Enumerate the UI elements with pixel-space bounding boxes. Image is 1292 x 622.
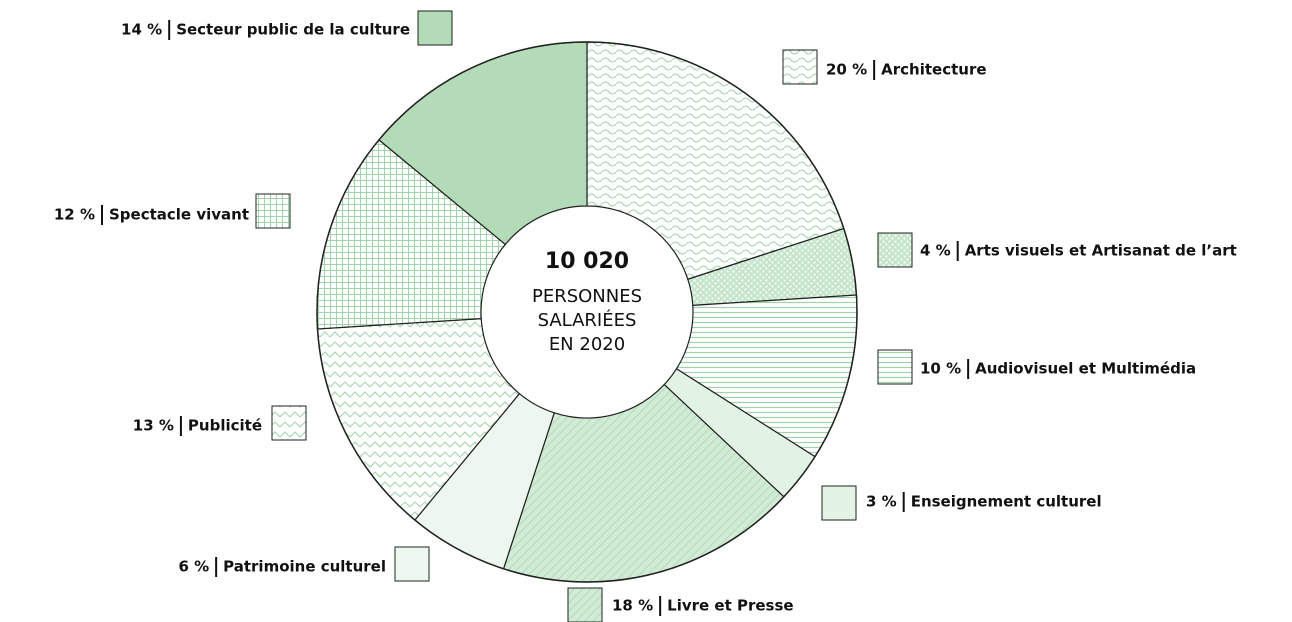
legend-swatch (877, 232, 913, 268)
value-label: 10 % (920, 360, 961, 378)
category-label: Spectacle vivant (109, 206, 249, 224)
value-label: 13 % (133, 417, 174, 435)
category-label: Architecture (881, 61, 986, 79)
value-label: 14 % (121, 21, 162, 39)
legend-swatch (255, 193, 291, 229)
value-label: 18 % (612, 597, 653, 615)
value-label: 6 % (178, 558, 209, 576)
legend-swatch (394, 546, 430, 582)
category-label: Secteur public de la culture (176, 21, 410, 39)
outer-ring (316, 41, 858, 583)
legend-swatch (877, 349, 913, 385)
value-label: 12 % (54, 206, 95, 224)
center-value: 10 020 (545, 249, 629, 274)
category-label: Patrimoine culturel (223, 558, 386, 576)
category-label: Audiovisuel et Multimédia (975, 360, 1196, 378)
center-text: SALARIÉES (538, 309, 637, 331)
category-label: Publicité (188, 417, 262, 435)
category-label: Arts visuels et Artisanat de l’art (965, 242, 1237, 260)
center-text: PERSONNES (532, 286, 642, 307)
legend-swatch (567, 587, 603, 622)
category-label: Livre et Presse (667, 597, 793, 615)
value-label: 4 % (920, 242, 951, 260)
legend-swatch (782, 49, 818, 85)
category-label: Enseignement culturel (911, 493, 1102, 511)
value-label: 20 % (826, 61, 867, 79)
value-label: 3 % (866, 493, 897, 511)
legend-swatch (821, 485, 857, 521)
legend-swatch (417, 10, 453, 46)
center-text: EN 2020 (549, 334, 625, 355)
legend-swatch (271, 405, 307, 441)
